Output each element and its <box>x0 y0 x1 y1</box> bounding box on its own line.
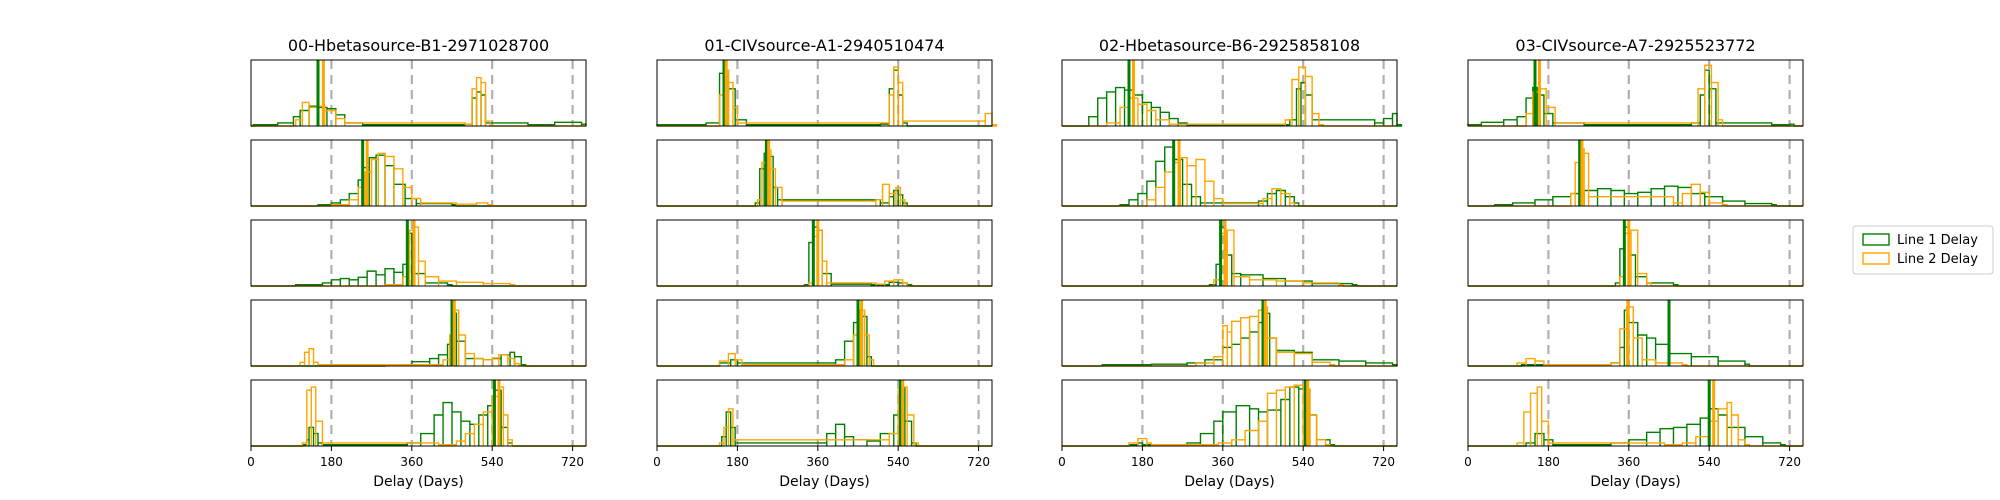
x-tick-label: 720 <box>1372 455 1395 469</box>
legend-swatch-2 <box>1862 252 1890 265</box>
x-tick-label: 720 <box>561 455 584 469</box>
subplot-2-4 <box>1061 379 1398 447</box>
subplot-3-1 <box>1467 139 1804 207</box>
x-tick-label: 180 <box>1537 455 1560 469</box>
subplot-frame <box>250 299 587 367</box>
legend: Line 1 Delay Line 2 Delay <box>1852 225 1994 275</box>
subplot-0-3 <box>250 299 587 367</box>
subplot-column-0: 00-Hbetasource-B1-2971028700 0 180 360 540 72… <box>247 36 587 490</box>
x-axis-label: Delay (Days) <box>1184 474 1274 490</box>
subplot-1-4 <box>656 379 993 447</box>
subplot-frame <box>656 59 993 127</box>
subplot-frame <box>1061 219 1398 287</box>
x-tick-label: 180 <box>320 455 343 469</box>
subplot-frame <box>1467 139 1804 207</box>
subplot-0-0 <box>250 59 587 127</box>
x-tick-label: 0 <box>247 455 255 469</box>
subplot-frame <box>656 139 993 207</box>
subplot-3-2 <box>1467 219 1804 287</box>
column-title: 02-Hbetasource-B6-2925858108 <box>1099 36 1360 55</box>
x-tick-label: 540 <box>1698 455 1721 469</box>
subplot-frame <box>1061 139 1398 207</box>
x-tick-label: 180 <box>726 455 749 469</box>
subplot-1-1 <box>656 139 993 207</box>
x-tick-label: 0 <box>653 455 661 469</box>
subplot-1-2 <box>656 219 993 287</box>
x-tick-label: 180 <box>1131 455 1154 469</box>
x-axis-label: Delay (Days) <box>1590 474 1680 490</box>
subplot-frame <box>1061 299 1398 367</box>
subplot-frame <box>250 379 587 447</box>
subplot-frame <box>1467 379 1804 447</box>
x-tick-label: 720 <box>1778 455 1801 469</box>
line2-histogram <box>1468 386 1803 447</box>
x-tick-label: 720 <box>967 455 990 469</box>
x-axis-label: Delay (Days) <box>373 474 463 490</box>
subplot-frame <box>1061 59 1398 127</box>
line2-histogram <box>657 309 992 367</box>
x-tick-label: 0 <box>1464 455 1472 469</box>
line2-histogram <box>1468 64 1803 127</box>
subplot-2-1 <box>1061 139 1398 207</box>
x-tick-label: 360 <box>1211 455 1234 469</box>
x-tick-label: 540 <box>887 455 910 469</box>
legend-box <box>1852 225 1994 275</box>
line2-histogram <box>1062 384 1397 447</box>
subplot-0-1 <box>250 139 587 207</box>
subplot-frame <box>656 379 993 447</box>
subplot-frame <box>656 219 993 287</box>
x-tick-label: 360 <box>400 455 423 469</box>
subplot-frame <box>1467 299 1804 367</box>
column-title: 01-CIVsource-A1-2940510474 <box>704 36 944 55</box>
x-tick-label: 0 <box>1058 455 1066 469</box>
subplot-0-4 <box>250 379 587 447</box>
subplot-column-1: 01-CIVsource-A1-2940510474 0 180 360 540 720 D… <box>653 36 998 490</box>
subplot-frame <box>250 139 587 207</box>
x-tick-label: 360 <box>806 455 829 469</box>
subplot-2-3 <box>1061 299 1398 367</box>
line1-histogram <box>657 309 992 367</box>
legend-label-1: Line 1 Delay <box>1897 233 1978 248</box>
line2-histogram <box>1468 306 1803 367</box>
legend-label-2: Line 2 Delay <box>1897 252 1978 267</box>
subplot-frame <box>1467 59 1804 127</box>
subplot-1-0 <box>656 59 998 127</box>
column-title: 03-CIVsource-A7-2925523772 <box>1515 36 1755 55</box>
subplot-0-2 <box>250 219 587 287</box>
legend-swatch-1 <box>1862 233 1890 246</box>
subplot-3-3 <box>1467 299 1804 367</box>
subplot-frame <box>250 59 587 127</box>
x-tick-label: 540 <box>481 455 504 469</box>
subplot-column-3: 03-CIVsource-A7-2925523772 0 180 360 540 720 D… <box>1464 36 1804 490</box>
subplot-2-2 <box>1061 219 1398 287</box>
subplot-3-4 <box>1467 379 1804 447</box>
panels: 00-Hbetasource-B1-2971028700 0 180 360 540 72… <box>247 36 1804 490</box>
subplot-1-3 <box>656 299 993 367</box>
line1-histogram <box>657 152 992 207</box>
line2-histogram <box>657 386 992 447</box>
x-axis-label: Delay (Days) <box>779 474 869 490</box>
line1-histogram <box>1062 81 1403 127</box>
subplot-frame <box>250 219 587 287</box>
line1-histogram <box>1468 408 1803 447</box>
subplot-frame <box>656 299 993 367</box>
subplot-2-0 <box>1061 59 1403 127</box>
column-title: 00-Hbetasource-B1-2971028700 <box>288 36 549 55</box>
subplot-frame <box>1467 219 1804 287</box>
subplot-column-2: 02-Hbetasource-B6-2925858108 0 180 360 540 72… <box>1058 36 1403 490</box>
x-tick-label: 360 <box>1617 455 1640 469</box>
subplot-3-0 <box>1467 59 1804 127</box>
line1-histogram <box>251 91 587 127</box>
subplot-frame <box>1061 379 1398 447</box>
x-tick-label: 540 <box>1292 455 1315 469</box>
